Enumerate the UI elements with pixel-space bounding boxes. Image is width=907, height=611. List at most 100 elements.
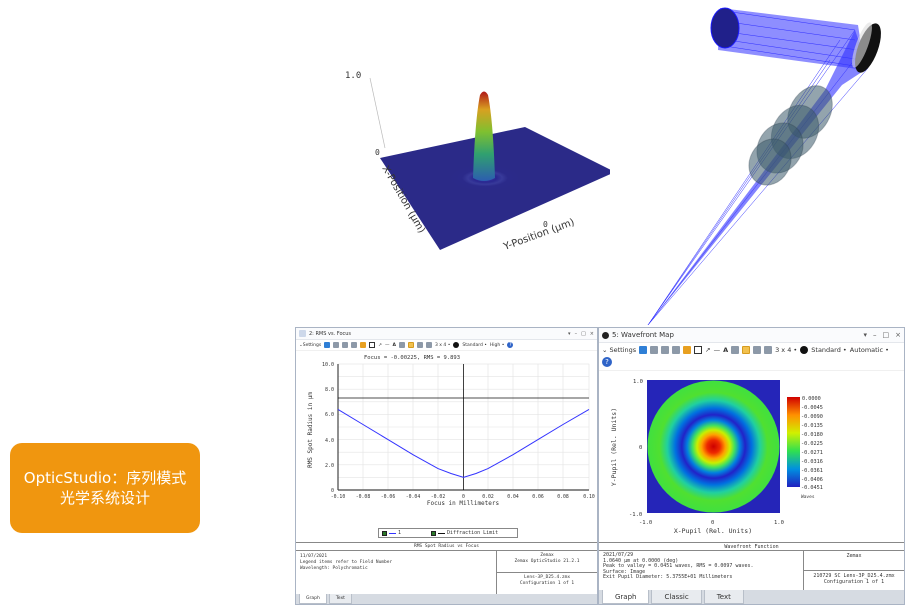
options-icon[interactable] (453, 342, 460, 348)
info-details: 11/07/2021 Legend items refer to Field N… (296, 551, 497, 594)
close-icon[interactable]: × (589, 330, 594, 337)
arrow-icon[interactable]: ↗ (378, 342, 383, 348)
svg-text:-0.0180: -0.0180 (801, 432, 823, 438)
window-titlebar[interactable]: 2: RMS vs. Focus ▾ – □ × (296, 328, 597, 340)
svg-text:-0.0316: -0.0316 (801, 459, 823, 465)
save-icon[interactable] (661, 346, 670, 354)
pencil-icon[interactable] (683, 346, 692, 354)
settings-button[interactable]: ⌄ Settings (602, 346, 636, 354)
tab-graph[interactable]: Graph (602, 590, 650, 604)
refresh-icon[interactable] (639, 346, 648, 354)
tab-classic[interactable]: Classic (651, 590, 702, 604)
copy-icon[interactable] (650, 346, 659, 354)
info-company: Zemax (804, 551, 904, 571)
minimize-icon[interactable]: – (574, 330, 578, 337)
svg-text:0.02: 0.02 (482, 494, 494, 500)
clone-icon[interactable] (753, 346, 762, 354)
maximize-icon[interactable]: □ (882, 331, 890, 339)
svg-text:-1.0: -1.0 (629, 512, 642, 518)
svg-text:0.10: 0.10 (583, 494, 595, 500)
window-app-icon (602, 331, 609, 339)
wavefront-map-chart: 0.0000 -0.0045 -0.0090 -0.0135 -0.0180 -0.0… (599, 371, 904, 546)
automatic-dropdown[interactable]: Automatic • (849, 346, 889, 354)
window-titlebar[interactable]: 5: Wavefront Map ▾ – □ × (599, 328, 904, 343)
text-icon[interactable]: A (392, 342, 397, 348)
window-title: 2: RMS vs. Focus (309, 330, 352, 337)
title-badge: OpticStudio：序列模式光学系统设计 (10, 443, 200, 533)
text-icon[interactable]: A (723, 346, 729, 354)
print-icon[interactable] (351, 342, 358, 348)
legend-toggle-icon[interactable] (382, 530, 387, 536)
pencil-icon[interactable] (360, 342, 367, 348)
wavefront-map-window: 5: Wavefront Map ▾ – □ × ⌄ Settings ↗ — … (598, 327, 905, 605)
rectangle-icon[interactable] (694, 346, 703, 354)
fit-icon[interactable] (408, 342, 415, 348)
save-icon[interactable] (342, 342, 349, 348)
fit-icon[interactable] (742, 346, 751, 354)
line-icon[interactable]: — (713, 346, 721, 354)
layout-dropdown[interactable]: 3 x 4 • (435, 342, 451, 348)
legend-item-field-1[interactable]: 1 (382, 530, 401, 536)
svg-text:-0.08: -0.08 (356, 494, 371, 500)
dropdown-icon[interactable]: ▾ (568, 330, 571, 337)
gear-icon[interactable] (764, 346, 773, 354)
svg-text:0.06: 0.06 (532, 494, 544, 500)
info-title: RMS Spot Radius vs Focus (296, 543, 597, 551)
info-company: Zemax Zemax OpticStudio 21.2.1 (497, 551, 597, 573)
lock-icon[interactable] (731, 346, 740, 354)
svg-text:-0.0135: -0.0135 (801, 423, 823, 429)
tab-text[interactable]: Text (703, 590, 744, 604)
legend-item-diffraction-limit[interactable]: Diffraction Limit (431, 530, 498, 536)
options-icon[interactable] (800, 346, 809, 354)
arrow-icon[interactable]: ↗ (705, 346, 711, 354)
minimize-icon[interactable]: – (873, 331, 877, 339)
standard-dropdown[interactable]: Standard • (811, 346, 847, 354)
tab-text[interactable]: Text (328, 594, 352, 604)
quality-dropdown[interactable]: High • (489, 342, 505, 348)
svg-text:4.0: 4.0 (325, 438, 334, 444)
svg-text:0.08: 0.08 (557, 494, 569, 500)
svg-text:0: 0 (711, 520, 714, 526)
z-zero-label: 0 (375, 148, 380, 157)
chart-header: Focus = -0.00225, RMS = 9.893 (364, 355, 460, 361)
standard-dropdown[interactable]: Standard • (462, 342, 487, 348)
svg-text:0: 0 (639, 445, 642, 451)
svg-text:-0.04: -0.04 (406, 494, 421, 500)
copy-icon[interactable] (333, 342, 340, 348)
window-title: 5: Wavefront Map (612, 331, 674, 339)
legend-line-icon (389, 532, 396, 534)
svg-text:8.0: 8.0 (325, 387, 334, 393)
clone-icon[interactable] (417, 342, 424, 348)
help-icon[interactable]: ? (507, 342, 514, 348)
lock-icon[interactable] (399, 342, 406, 348)
badge-text: OpticStudio：序列模式光学系统设计 (23, 469, 187, 507)
maximize-icon[interactable]: □ (581, 330, 586, 337)
line-icon[interactable]: — (385, 342, 390, 348)
y-axis-label: Y-Position (µm) (501, 217, 576, 253)
colorbar-label: Waves (801, 494, 815, 500)
tab-graph[interactable]: Graph (299, 594, 327, 604)
gear-icon[interactable] (426, 342, 433, 348)
svg-text:-0.0361: -0.0361 (801, 468, 823, 474)
analysis-toolbar: ⌄ Settings ↗ — A 3 x 4 • Standard • High… (296, 340, 597, 351)
rectangle-icon[interactable] (369, 342, 376, 348)
refresh-icon[interactable] (324, 342, 331, 348)
psf-3d-plot: 1.0 0 X-Position (µm) Y-Position (µm) 0 (330, 60, 615, 280)
settings-button[interactable]: ⌄ Settings (299, 343, 321, 348)
svg-text:6.0: 6.0 (325, 412, 334, 418)
info-details: 2021/07/29 1.0640 µm at 0.0000 (deg) Pea… (599, 551, 804, 590)
dropdown-icon[interactable]: ▾ (863, 331, 867, 339)
layout-dropdown[interactable]: 3 x 4 • (775, 346, 798, 354)
svg-text:1.0: 1.0 (633, 379, 643, 385)
legend-toggle-icon[interactable] (431, 530, 437, 536)
view-tabs: Graph Text (296, 594, 597, 604)
svg-text:-0.0225: -0.0225 (801, 441, 823, 447)
help-icon[interactable]: ? (602, 357, 612, 367)
svg-text:-0.10: -0.10 (331, 494, 346, 500)
print-icon[interactable] (672, 346, 681, 354)
settings-label: Settings (302, 342, 322, 348)
legend-line-icon (438, 532, 446, 534)
chart-legend: 1 Diffraction Limit (378, 528, 518, 538)
x-axis-title: X-Pupil (Rel. Units) (674, 527, 752, 535)
close-icon[interactable]: × (895, 331, 901, 339)
